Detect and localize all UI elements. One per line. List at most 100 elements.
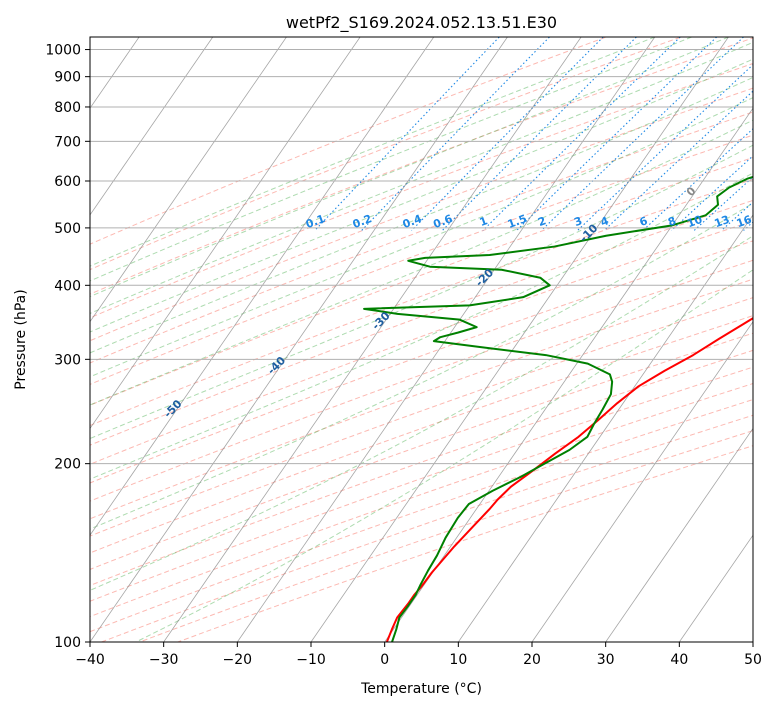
dry-adiabat-line: [90, 383, 753, 618]
x-tick-label: −20: [223, 652, 253, 668]
dry-adiabat-line: [90, 111, 753, 364]
mixing-ratio-label: 0.1: [304, 212, 327, 231]
y-tick-label: 300: [54, 352, 81, 368]
isotherm-line: [679, 534, 753, 642]
temperature-profile-line: [385, 316, 753, 642]
moist-adiabat-line: [90, 58, 753, 333]
dewpoint-profile-line: [363, 175, 753, 642]
mixing-ratio-line: [541, 37, 744, 231]
isotherm-line: [384, 107, 753, 642]
dry-adiabat-line: [90, 37, 753, 295]
mixing-ratio-label: 10: [685, 213, 704, 231]
dry-adiabat-line: [90, 366, 753, 602]
dry-adiabat-line: [90, 240, 753, 484]
y-tick-label: 1000: [45, 43, 81, 59]
moist-adiabat-line: [90, 202, 753, 530]
chart-title: wetPf2_S169.2024.052.13.51.E30: [286, 13, 557, 33]
dry-adiabat-line: [90, 178, 753, 427]
isotherm-line: [605, 427, 753, 642]
mixing-ratio-label: 0.6: [432, 212, 455, 231]
dry-adiabats: [90, 37, 753, 642]
isotherm-line: [163, 37, 582, 642]
dry-adiabat-line: [90, 259, 753, 502]
pressure-gridlines: [90, 49, 753, 642]
y-tick-label: 100: [54, 635, 81, 651]
x-tick-label: 10: [449, 652, 467, 668]
mixing-ratio-label: 4: [599, 214, 611, 229]
y-tick-label: 800: [54, 100, 81, 116]
plot-area: -100-90-80-70-60-50-40-30-20-10010203040…: [90, 37, 754, 642]
x-tick-label: 40: [670, 652, 688, 668]
mixing-ratio-label: 16: [735, 213, 754, 231]
y-axis-label: Pressure (hPa): [13, 289, 29, 389]
moist-adiabat-line: [90, 172, 753, 480]
mixing-ratio-label: 1: [478, 214, 490, 229]
mixing-ratio-label: 3: [572, 214, 584, 229]
mixing-ratio-line: [642, 128, 753, 231]
y-tick-label: 500: [54, 221, 81, 237]
mixing-ratio-labels: 0.10.20.40.611.52346810131620253036: [304, 212, 754, 231]
moist-adiabat-line: [90, 37, 692, 282]
isotherm-line: [531, 321, 753, 642]
isotherm-line: [237, 37, 656, 642]
dry-adiabat-line: [90, 297, 753, 537]
mixing-ratio-label: 6: [638, 214, 650, 229]
mixing-ratio-label: 1.5: [506, 212, 529, 231]
isotherm-line: [310, 37, 729, 642]
moist-adiabat-line: [90, 37, 655, 267]
x-axis-label: Temperature (°C): [360, 681, 482, 697]
x-tick-label: −40: [75, 652, 105, 668]
dry-adiabat-line: [90, 315, 753, 554]
y-tick-label: 400: [54, 278, 81, 294]
moist-adiabat-line: [90, 144, 753, 440]
dry-adiabat-line: [90, 199, 753, 446]
y-tick-label: 200: [54, 457, 81, 473]
plot-frame: [89, 36, 754, 643]
mixing-ratio-label: 0.4: [401, 212, 424, 231]
dry-adiabat-line: [90, 278, 753, 520]
moist-adiabat-line: [90, 119, 753, 406]
x-tick-label: −10: [296, 652, 326, 668]
isotherm-line: [90, 37, 287, 323]
mixing-ratio-line: [603, 90, 753, 231]
isotherm-line: [90, 37, 508, 642]
x-tick-label: 50: [744, 652, 762, 668]
mixing-ratio-label: 2: [536, 214, 548, 229]
isotherm-line: [90, 37, 214, 216]
isotherm-line: [458, 214, 753, 642]
moist-adiabat-line: [90, 76, 753, 354]
dry-adiabat-line: [90, 220, 753, 465]
mixing-ratio-line: [441, 37, 637, 231]
x-tick-label: 30: [597, 652, 615, 668]
mixing-ratio-label: 8: [666, 214, 678, 229]
y-tick-label: 600: [54, 174, 81, 190]
y-tick-label: 900: [54, 70, 81, 86]
mixing-ratio-lines: [314, 37, 753, 231]
dry-adiabat-line: [90, 399, 753, 633]
isotherms: [90, 37, 753, 642]
y-axis-ticks: 100 200 300 400 500 600 700 800 900 1000: [45, 43, 90, 651]
moist-adiabat-line: [90, 97, 753, 378]
x-tick-label: −30: [149, 652, 179, 668]
isotherm-line: [90, 37, 361, 430]
dry-adiabat-line: [90, 87, 753, 342]
mixing-ratio-line: [314, 37, 500, 231]
moist-adiabat-line: [90, 41, 753, 314]
mixing-ratio-line: [693, 176, 753, 231]
isotherm-line: [90, 37, 435, 536]
dry-adiabat-line: [90, 349, 753, 587]
y-tick-label: 700: [54, 134, 81, 150]
moist-adiabats: [90, 37, 753, 642]
mixing-ratio-label: 13: [713, 213, 732, 230]
mixing-ratio-line: [482, 37, 681, 231]
moist-adiabat-line: [90, 37, 729, 298]
x-axis-ticks: −40 −30 −20 −10 0 10 20 30 40 50: [75, 642, 762, 668]
x-tick-label: 0: [380, 652, 389, 668]
mixing-ratio-label: 0.2: [351, 212, 374, 231]
moist-adiabat-line: [90, 235, 753, 591]
x-tick-label: 20: [523, 652, 541, 668]
profile-series: [363, 175, 753, 642]
